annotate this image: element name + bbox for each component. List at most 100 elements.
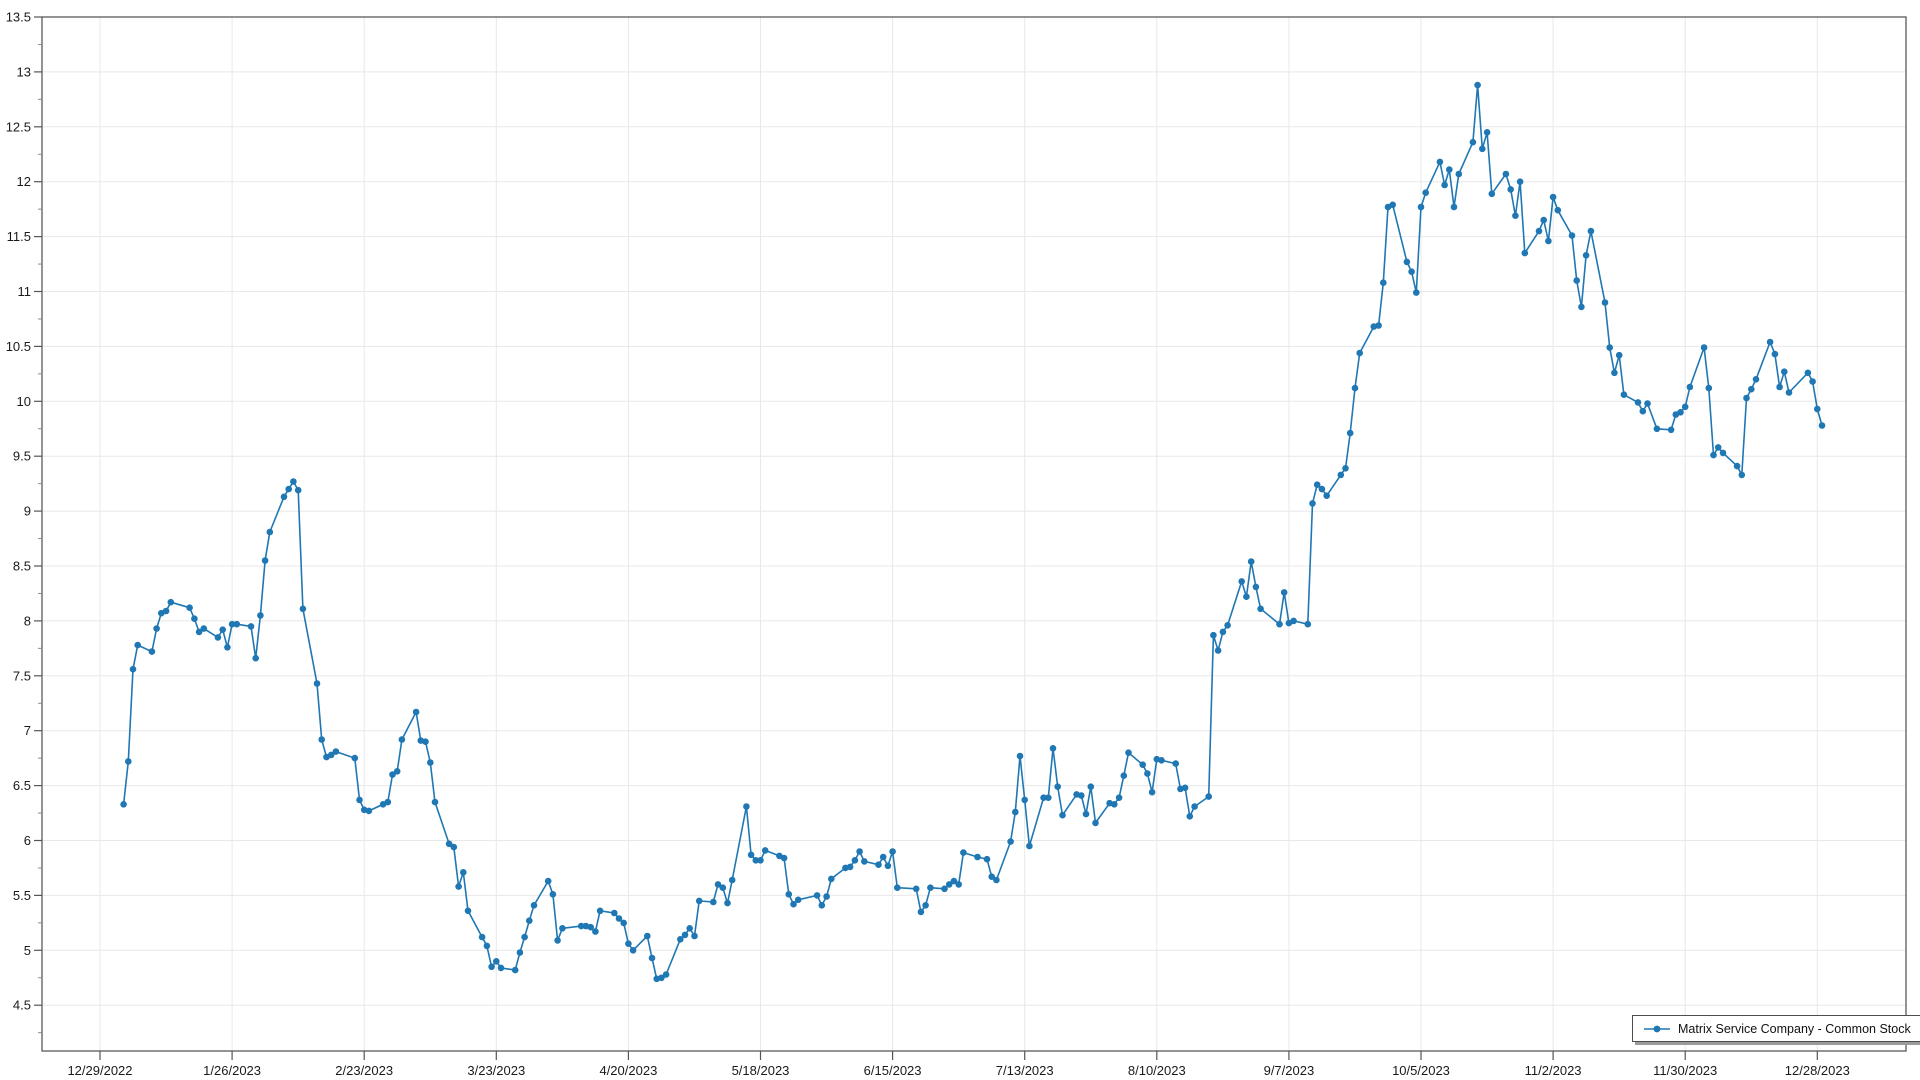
data-point-marker [587, 923, 594, 931]
data-point-marker [983, 855, 991, 863]
data-point-marker [389, 771, 396, 778]
data-point-marker [1247, 558, 1255, 565]
y-tick-label: 9 [24, 504, 31, 519]
data-point-marker [1818, 422, 1826, 429]
data-point-marker [1252, 583, 1260, 591]
data-point-marker [1181, 784, 1189, 792]
data-point-marker [1082, 810, 1090, 818]
data-point-marker [445, 840, 453, 848]
data-point-marker [280, 493, 288, 501]
data-point-marker [846, 863, 854, 871]
data-point-marker [1276, 620, 1283, 628]
data-point-marker [153, 625, 160, 632]
data-point-marker [988, 873, 995, 880]
data-point-marker [1573, 277, 1580, 284]
data-point-marker [719, 884, 727, 891]
data-point-marker [889, 848, 896, 855]
data-point-marker [318, 736, 326, 743]
data-point-marker [662, 971, 670, 978]
data-point-marker [1148, 788, 1156, 796]
data-point-marker [1356, 349, 1363, 357]
data-point-marker [1342, 465, 1349, 472]
data-point-marker [1045, 794, 1052, 801]
data-point-marker [912, 885, 920, 893]
data-point-marker [450, 843, 458, 851]
data-point-marker [1021, 796, 1028, 804]
data-point-marker [596, 907, 604, 915]
data-point-marker [464, 907, 472, 915]
x-tick-label: 1/26/2023 [203, 1063, 261, 1078]
data-point-marker [1738, 471, 1746, 479]
data-point-marker [1766, 338, 1774, 346]
data-point-marker [1512, 212, 1519, 219]
data-point-marker [1549, 193, 1557, 201]
data-point-marker [691, 932, 698, 940]
data-point-marker [125, 758, 132, 765]
data-point-marker [247, 623, 255, 630]
y-tick-label: 7.5 [13, 668, 31, 683]
data-point-marker [813, 892, 821, 899]
axis-ticks [34, 16, 1818, 1060]
data-point-marker [1125, 749, 1132, 756]
data-point-marker [1540, 216, 1547, 224]
data-point-marker [1403, 258, 1411, 266]
y-tick-label: 11 [18, 284, 32, 299]
data-point-marker [1582, 252, 1590, 259]
plot-frame [41, 16, 1907, 1052]
x-tick-label: 3/23/2023 [467, 1063, 525, 1078]
data-point-marker [1115, 794, 1123, 801]
data-point-marker [478, 933, 486, 941]
data-point-marker [728, 876, 736, 884]
data-point-marker [1313, 481, 1321, 489]
data-point-marker [1120, 772, 1128, 779]
data-point-marker [1389, 201, 1396, 209]
data-point-marker [917, 908, 925, 916]
data-point-marker [945, 881, 953, 888]
data-point-marker [544, 877, 552, 885]
data-point-marker [1111, 801, 1118, 808]
data-point-marker [1346, 429, 1354, 437]
data-point-marker [1714, 444, 1722, 451]
data-point-marker [1710, 451, 1717, 459]
price-markers [120, 81, 1826, 983]
data-point-marker [1422, 189, 1429, 196]
data-point-marker [620, 919, 627, 927]
data-point-marker [1318, 485, 1326, 493]
data-point-marker [993, 876, 1000, 884]
data-point-marker [1705, 384, 1713, 392]
data-point-marker [1719, 449, 1727, 457]
data-point-marker [1413, 289, 1420, 296]
data-point-marker [1681, 403, 1689, 411]
data-point-marker [648, 954, 656, 962]
data-point-marker [393, 768, 401, 775]
y-tick-label: 4.5 [13, 998, 31, 1013]
data-point-marker [1172, 760, 1179, 767]
data-point-marker [875, 861, 882, 868]
y-axis-labels: 13.5 13 12.5 12 11.5 11 10.5 10 9.5 9 8.5 8 7.5 7 6.5 6… [6, 10, 31, 1013]
data-point-marker [1771, 350, 1779, 358]
y-tick-label: 13 [17, 64, 31, 79]
x-tick-label: 5/18/2023 [732, 1063, 790, 1078]
y-tick-label: 7 [24, 723, 31, 738]
data-point-marker [1639, 407, 1647, 415]
data-point-marker [1280, 589, 1288, 596]
data-point-marker [1144, 770, 1151, 777]
data-point-marker [191, 615, 198, 622]
data-point-marker [851, 857, 859, 864]
data-point-marker [1700, 344, 1708, 351]
data-point-marker [1351, 384, 1359, 392]
data-point-marker [818, 902, 826, 909]
data-point-marker [549, 891, 557, 898]
data-point-marker [785, 891, 793, 898]
data-point-marker [1601, 299, 1609, 306]
data-point-marker [200, 625, 208, 632]
data-point-marker [1243, 593, 1250, 600]
y-tick-label: 8 [24, 613, 31, 628]
data-point-marker [530, 902, 538, 909]
data-point-marker [559, 925, 566, 932]
data-point-marker [1417, 203, 1425, 211]
data-point-marker [134, 641, 141, 649]
legend[interactable]: Matrix Service Company - Common Stock [1632, 1015, 1920, 1042]
